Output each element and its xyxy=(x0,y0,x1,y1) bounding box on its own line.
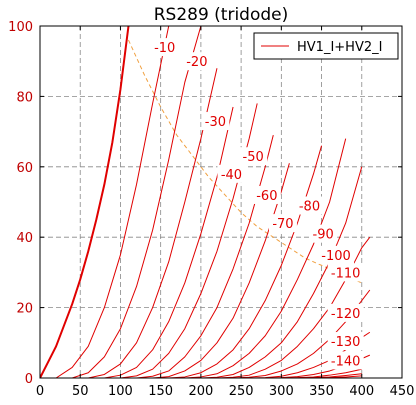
x-tick-label: 0 xyxy=(36,384,44,399)
y-tick-label: 60 xyxy=(16,161,33,176)
curves xyxy=(40,26,371,378)
x-tick-label: 400 xyxy=(349,384,374,399)
x-tick-label: 100 xyxy=(108,384,133,399)
curve-grid--50 xyxy=(120,103,258,378)
curve-label-bg xyxy=(327,351,364,370)
curve-label: -80 xyxy=(299,200,320,215)
legend-label: HV1_I+HV2_I xyxy=(297,40,382,55)
x-tick-label: 50 xyxy=(72,384,89,399)
curve-label-bg xyxy=(327,263,364,282)
curve-label: -120 xyxy=(331,307,361,322)
curve-label: -40 xyxy=(221,168,242,183)
max-power-line xyxy=(128,39,362,284)
curve-label: -70 xyxy=(272,217,293,232)
curve-label: -60 xyxy=(256,189,277,204)
plot-frame xyxy=(39,25,403,379)
curve-label: -140 xyxy=(331,354,361,369)
curve-label-bg xyxy=(268,214,297,233)
y-tick-label: 20 xyxy=(16,302,33,317)
power-dissipation-line xyxy=(128,39,362,284)
curve-label-bg xyxy=(309,224,338,243)
grid xyxy=(40,26,402,378)
curve-label-bg xyxy=(150,38,179,57)
curve-grid--10 xyxy=(55,26,170,378)
x-tick-label: 300 xyxy=(269,384,294,399)
curve-label-bg xyxy=(327,303,364,322)
legend: HV1_I+HV2_I xyxy=(253,32,399,60)
curve-label-bg xyxy=(318,245,355,264)
y-tick-label: 40 xyxy=(16,231,33,246)
curve-grid--20 xyxy=(72,26,202,378)
curve-label-bg xyxy=(217,164,246,183)
curve-label: -90 xyxy=(313,228,334,243)
x-tick-label: 250 xyxy=(229,384,254,399)
curve-grid--30 xyxy=(88,68,218,378)
chart-title: RS289 (tridode) xyxy=(154,5,289,25)
x-tick-label: 350 xyxy=(309,384,334,399)
curve-label-bg xyxy=(182,52,211,71)
curve-label: -110 xyxy=(331,266,361,281)
curve-grid-0 xyxy=(40,26,130,378)
curve-labels: -10 -20 -30 -40-50 -60 -70 -80 -90 -100 -110 -120 -… xyxy=(150,38,364,370)
curve-label: -10 xyxy=(154,41,175,56)
curve-label-bg xyxy=(252,185,281,204)
curve-label: -50 xyxy=(243,150,264,165)
curve-label-bg xyxy=(327,332,364,351)
curve-label: -100 xyxy=(321,249,351,264)
curve-label: -20 xyxy=(186,55,207,70)
curve-grid--40 xyxy=(104,106,234,378)
curve-label: -130 xyxy=(331,335,361,350)
x-tick-label: 200 xyxy=(188,384,213,399)
y-tick-label: 0 xyxy=(25,372,33,387)
curve-label-bg xyxy=(295,196,324,215)
x-tick-label: 450 xyxy=(390,384,415,399)
axis-ticks: 0 50 100 150 200 250 300 350 400 450 0 20 40 60 80 100 xyxy=(8,20,414,399)
curve-label: -30 xyxy=(205,115,226,130)
y-tick-label: 80 xyxy=(16,90,33,105)
curve-label-bg xyxy=(201,112,230,131)
y-tick-label: 100 xyxy=(8,20,33,35)
curve-label-bg xyxy=(239,147,268,166)
x-tick-label: 150 xyxy=(148,384,173,399)
